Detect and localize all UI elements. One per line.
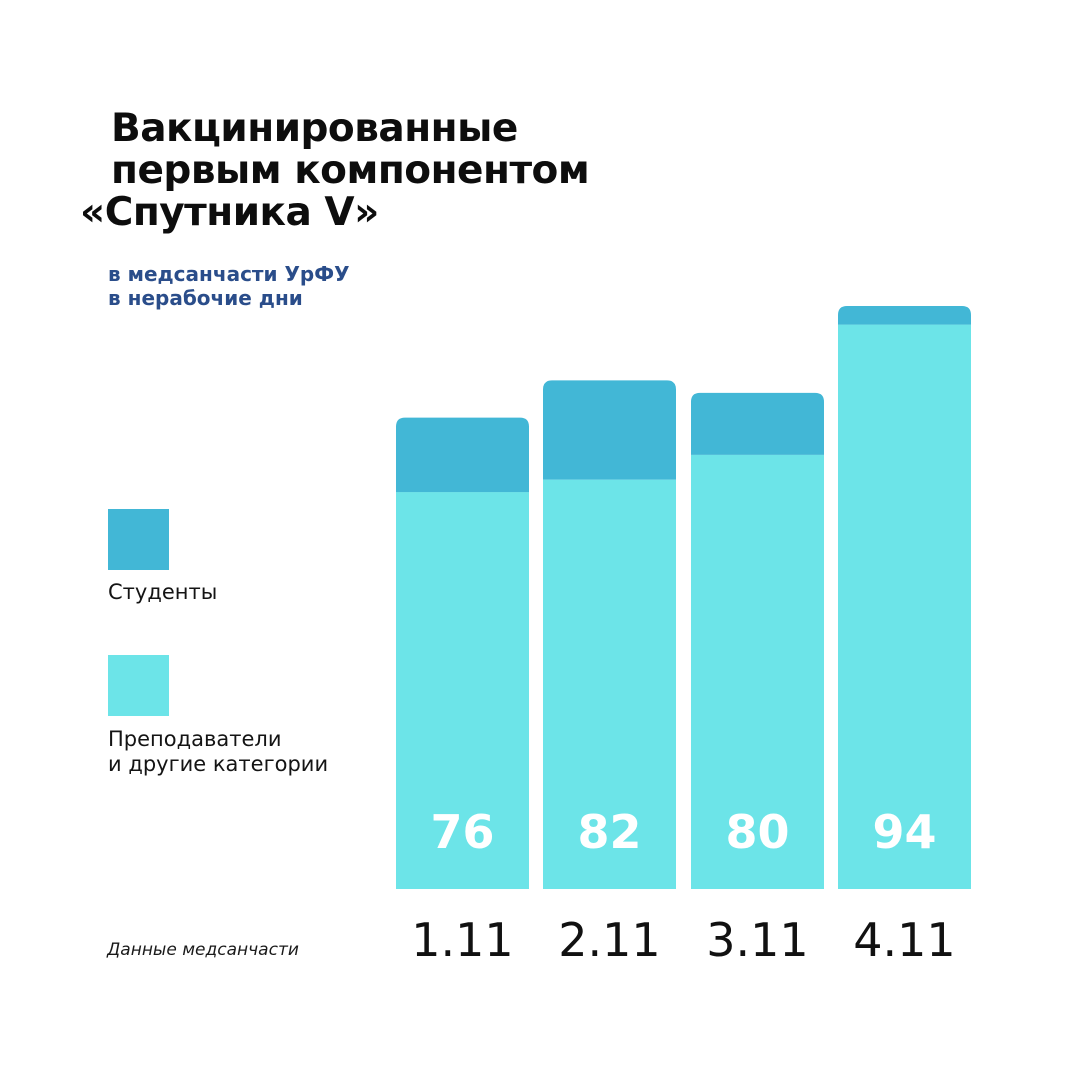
bar-segment-students-2.11 bbox=[543, 380, 676, 480]
legend-swatch-teachers bbox=[108, 655, 169, 716]
data-source-note: Данные медсанчасти bbox=[107, 940, 299, 960]
total-label-1.11: 76 bbox=[430, 805, 494, 859]
subtitle-line-1: в медсанчасти УрФУ bbox=[108, 262, 350, 286]
total-label-2.11: 82 bbox=[577, 805, 641, 859]
title-line-2: первым компонентом bbox=[111, 148, 590, 193]
bar-segment-teachers-1.11 bbox=[396, 492, 529, 889]
legend-label-teachers: Преподаватели и другие категории bbox=[108, 727, 329, 776]
total-label-4.11: 94 bbox=[872, 805, 936, 859]
category-label-2.11: 2.11 bbox=[558, 913, 660, 967]
bar-segment-teachers-2.11 bbox=[543, 479, 676, 889]
bar-segment-students-3.11 bbox=[691, 392, 824, 455]
bar-segment-students-1.11 bbox=[396, 417, 529, 493]
subtitle-line-2: в нерабочие дни bbox=[108, 286, 303, 310]
legend-label-students: Студенты bbox=[108, 580, 218, 604]
bar-segment-teachers-4.11 bbox=[838, 324, 971, 889]
category-label-4.11: 4.11 bbox=[853, 913, 955, 967]
bar-segment-students-4.11 bbox=[838, 306, 971, 325]
chart-title: Вакцинированные первым компонентом «Спут… bbox=[80, 108, 720, 234]
title-line-1: Вакцинированные bbox=[111, 106, 518, 151]
bar-segment-teachers-3.11 bbox=[691, 454, 824, 889]
chart-subtitle: в медсанчасти УрФУ в нерабочие дни bbox=[108, 262, 350, 310]
category-label-1.11: 1.11 bbox=[411, 913, 513, 967]
legend-swatch-students bbox=[108, 509, 169, 570]
total-label-3.11: 80 bbox=[725, 805, 789, 859]
category-label-3.11: 3.11 bbox=[706, 913, 808, 967]
title-line-3: «Спутника V» bbox=[80, 190, 379, 235]
